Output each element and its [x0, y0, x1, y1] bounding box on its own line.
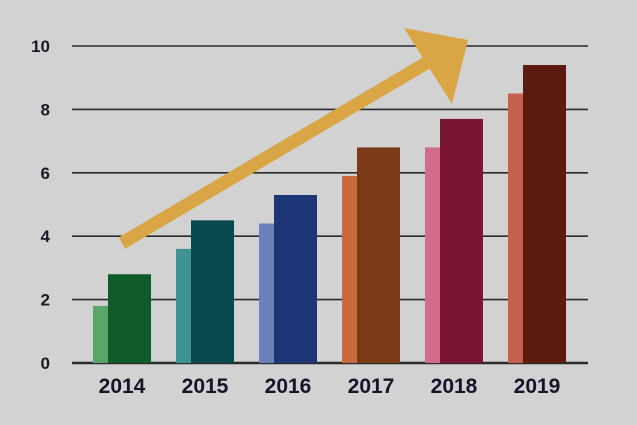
x-tick-label: 2019 — [514, 375, 561, 398]
x-tick-label: 2015 — [182, 375, 229, 398]
x-axis-tick-labels: 2014 2015 2016 2017 2018 2019 — [99, 375, 561, 398]
x-tick-label: 2018 — [431, 375, 478, 398]
y-tick-label: 6 — [41, 164, 50, 183]
bar-front-2018 — [440, 118, 483, 363]
y-tick-label: 4 — [41, 227, 51, 246]
bar-front-2019 — [523, 65, 566, 364]
gridlines — [72, 45, 588, 365]
x-tick-label: 2016 — [265, 375, 312, 398]
y-axis-tick-labels: 0 2 4 6 8 10 — [31, 37, 50, 373]
bar-front-2014 — [108, 274, 151, 363]
trend-arrow — [118, 28, 468, 249]
x-tick-label: 2014 — [99, 375, 146, 398]
bar-front-2015 — [191, 220, 234, 363]
x-tick-label: 2017 — [348, 375, 395, 398]
bar-front-2016 — [274, 194, 317, 363]
trend-arrow-head — [404, 28, 468, 104]
trend-arrow-shaft — [118, 56, 432, 249]
y-tick-label: 2 — [41, 291, 50, 310]
bar-front-2017 — [357, 147, 400, 363]
y-tick-label: 0 — [41, 354, 50, 373]
y-tick-label: 10 — [31, 37, 50, 56]
bars — [93, 65, 566, 364]
y-tick-label: 8 — [41, 100, 50, 119]
